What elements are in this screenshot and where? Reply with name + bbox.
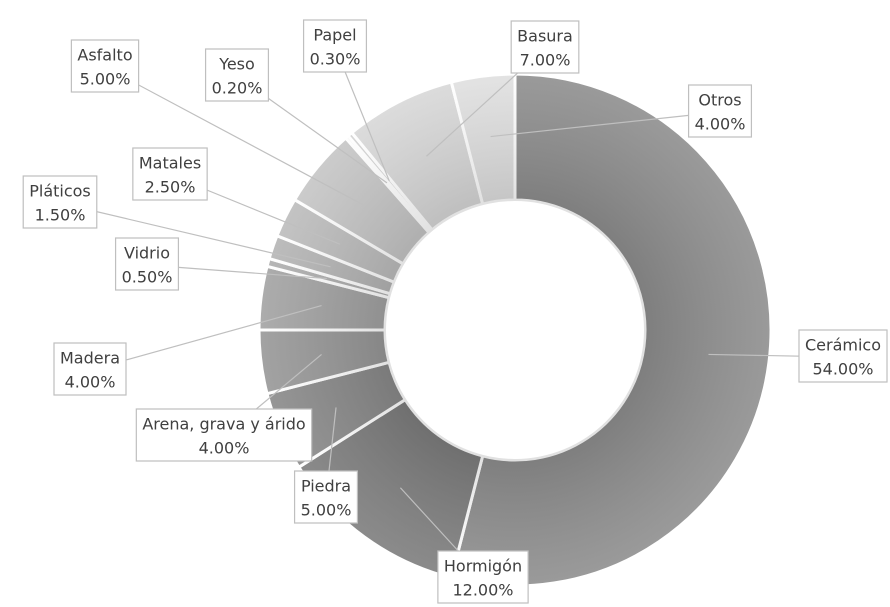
label-value: 4.00%	[695, 115, 746, 134]
label-name: Cerámico	[805, 336, 881, 355]
label-name: Madera	[60, 349, 120, 368]
label-name: Otros	[698, 91, 741, 110]
data-label: Hormigón 12.00%	[437, 550, 529, 604]
data-label: Otros 4.00%	[687, 84, 753, 138]
label-value: 4.00%	[199, 439, 250, 458]
label-value: 5.00%	[80, 70, 131, 89]
label-value: 12.00%	[452, 581, 513, 600]
label-name: Pláticos	[29, 182, 91, 201]
label-box	[798, 329, 888, 383]
hole	[386, 201, 644, 459]
data-label: Arena, grava y árido 4.00%	[135, 408, 313, 462]
label-value: 0.20%	[212, 79, 263, 98]
label-box	[204, 48, 270, 102]
data-label: Papel 0.30%	[302, 19, 368, 73]
label-name: Asfalto	[77, 46, 132, 65]
label-box	[510, 20, 580, 74]
data-label: Pláticos 1.50%	[22, 175, 98, 229]
label-value: 0.30%	[310, 50, 361, 69]
label-name: Piedra	[301, 477, 351, 496]
label-box	[302, 19, 368, 73]
data-label: Asfalto 5.00%	[70, 39, 140, 93]
label-value: 5.00%	[301, 501, 352, 520]
label-name: Matales	[139, 154, 201, 173]
leader-line	[59, 202, 331, 268]
label-box	[70, 39, 140, 93]
label-box	[687, 84, 753, 138]
label-box	[53, 342, 127, 396]
data-label: Basura 7.00%	[510, 20, 580, 74]
label-value: 1.50%	[35, 206, 86, 225]
label-name: Yeso	[218, 55, 255, 74]
data-label: Vidrio 0.50%	[114, 237, 180, 291]
label-name: Hormigón	[444, 557, 522, 576]
leader-line	[104, 66, 366, 207]
data-label: Yeso 0.20%	[204, 48, 270, 102]
data-label: Piedra 5.00%	[293, 470, 359, 524]
label-value: 2.50%	[145, 178, 196, 197]
label-value: 0.50%	[122, 268, 173, 287]
label-value: 7.00%	[520, 51, 571, 70]
label-box	[135, 408, 313, 462]
data-label: Madera 4.00%	[53, 342, 127, 396]
label-name: Papel	[313, 26, 356, 45]
label-box	[114, 237, 180, 291]
data-label: Matales 2.50%	[132, 147, 208, 201]
data-label: Cerámico 54.00%	[798, 329, 888, 383]
label-box	[437, 550, 529, 604]
label-box	[132, 147, 208, 201]
label-value: 54.00%	[812, 360, 873, 379]
label-box	[293, 470, 359, 524]
label-name: Basura	[517, 27, 573, 46]
leader-line	[89, 304, 322, 371]
label-box	[22, 175, 98, 229]
label-value: 4.00%	[65, 373, 116, 392]
leader-line	[490, 111, 721, 138]
label-name: Arena, grava y árido	[142, 415, 305, 434]
label-name: Vidrio	[124, 244, 170, 263]
